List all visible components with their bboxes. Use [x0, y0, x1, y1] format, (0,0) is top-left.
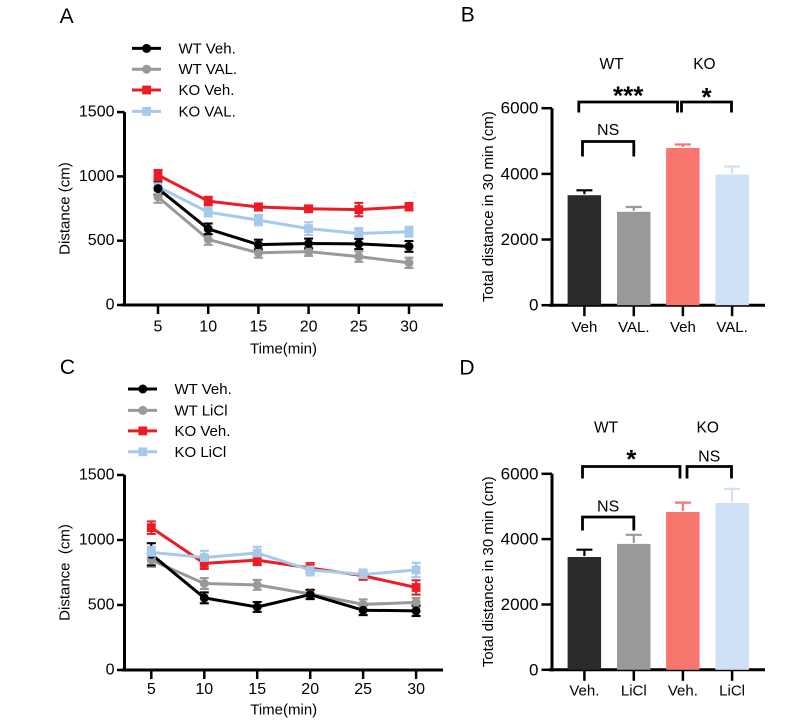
svg-text:WT: WT — [594, 420, 619, 437]
svg-text:2000: 2000 — [501, 595, 539, 614]
svg-text:Total distance in 30 min (cm): Total distance in 30 min (cm) — [480, 111, 497, 302]
svg-text:1500: 1500 — [79, 104, 115, 121]
svg-text:Time(min): Time(min) — [250, 702, 317, 719]
svg-text:***: *** — [613, 81, 644, 111]
svg-text:Time(min): Time(min) — [250, 341, 317, 358]
svg-text:Veh: Veh — [670, 319, 696, 336]
svg-text:500: 500 — [88, 597, 115, 614]
svg-text:4000: 4000 — [501, 530, 539, 549]
svg-text:KO: KO — [693, 56, 715, 73]
svg-text:NS: NS — [597, 499, 619, 516]
svg-text:B: B — [461, 4, 475, 27]
svg-text:C: C — [60, 356, 75, 379]
svg-text:1500: 1500 — [79, 467, 115, 484]
svg-text:30: 30 — [407, 681, 425, 698]
svg-text:Distance (cm): Distance (cm) — [57, 162, 74, 255]
svg-text:WT LiCl: WT LiCl — [175, 402, 228, 419]
svg-text:6000: 6000 — [501, 464, 539, 483]
svg-text:WT Veh.: WT Veh. — [179, 40, 236, 57]
svg-text:LiCl: LiCl — [621, 683, 647, 700]
svg-text:20: 20 — [300, 319, 318, 336]
svg-text:1000: 1000 — [79, 532, 115, 549]
svg-text:Veh.: Veh. — [668, 683, 698, 700]
svg-text:KO Veh.: KO Veh. — [179, 82, 235, 99]
svg-text:D: D — [459, 356, 474, 379]
svg-text:KO VAL.: KO VAL. — [179, 103, 236, 120]
svg-text:Total distance in 30 min (cm): Total distance in 30 min (cm) — [480, 476, 497, 667]
svg-text:*: * — [701, 82, 712, 112]
svg-text:*: * — [626, 444, 637, 474]
svg-text:25: 25 — [354, 681, 372, 698]
svg-text:KO: KO — [696, 420, 718, 437]
svg-text:6000: 6000 — [501, 99, 539, 118]
svg-text:Distance (cm): Distance (cm) — [57, 524, 74, 621]
svg-text:5: 5 — [154, 319, 163, 336]
svg-text:10: 10 — [199, 319, 217, 336]
svg-text:25: 25 — [350, 319, 368, 336]
svg-text:KO LiCl: KO LiCl — [175, 444, 227, 461]
svg-text:2000: 2000 — [501, 230, 539, 249]
svg-text:WT: WT — [599, 56, 624, 73]
svg-text:4000: 4000 — [501, 164, 539, 183]
svg-text:15: 15 — [248, 681, 266, 698]
svg-text:0: 0 — [529, 296, 538, 315]
svg-text:VAL.: VAL. — [716, 319, 747, 336]
svg-text:500: 500 — [88, 232, 115, 249]
svg-text:5: 5 — [147, 681, 156, 698]
svg-text:NS: NS — [698, 449, 720, 466]
svg-text:10: 10 — [195, 681, 213, 698]
svg-text:Veh.: Veh. — [569, 683, 599, 700]
svg-text:WT Veh.: WT Veh. — [175, 381, 232, 398]
svg-text:0: 0 — [529, 660, 538, 679]
svg-text:LiCl: LiCl — [719, 683, 745, 700]
svg-text:Veh: Veh — [571, 319, 597, 336]
svg-text:VAL.: VAL. — [618, 319, 649, 336]
svg-text:15: 15 — [250, 319, 268, 336]
svg-text:0: 0 — [106, 662, 115, 679]
svg-text:30: 30 — [400, 319, 418, 336]
svg-text:0: 0 — [106, 297, 115, 314]
svg-text:20: 20 — [301, 681, 319, 698]
svg-text:WT VAL.: WT VAL. — [179, 61, 238, 78]
svg-text:1000: 1000 — [79, 168, 115, 185]
svg-text:NS: NS — [597, 122, 619, 139]
svg-text:A: A — [60, 5, 74, 28]
svg-text:KO Veh.: KO Veh. — [175, 423, 231, 440]
